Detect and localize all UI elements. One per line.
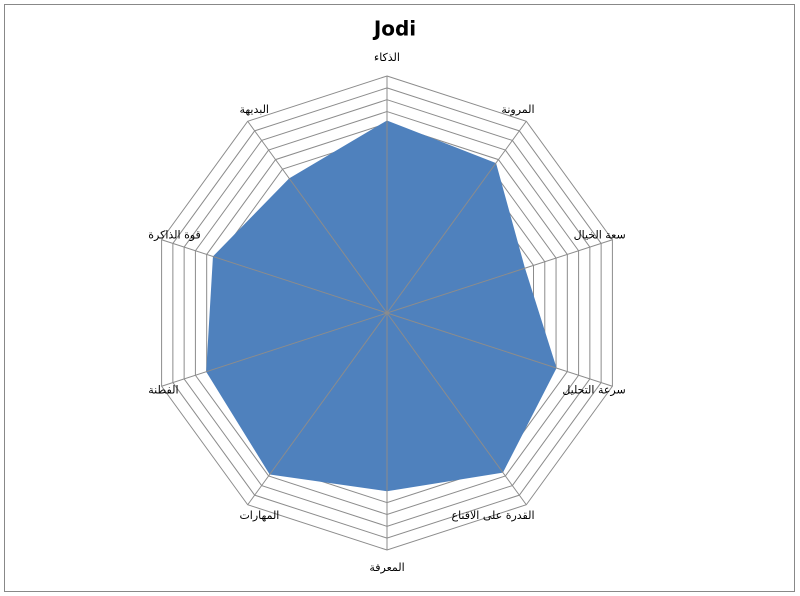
axis-label: الذكاء — [374, 51, 400, 64]
spoke — [386, 120, 527, 314]
spoke — [386, 239, 613, 314]
spoke — [247, 312, 388, 506]
labels: الذكاء المرونة سعة الخيال سرعة التحليل القدر… — [148, 51, 625, 574]
spoke — [247, 120, 388, 314]
axis-label: قوة الذاكرة — [148, 228, 201, 241]
spoke — [161, 239, 388, 314]
axis-label: البديهة — [239, 103, 269, 116]
axis-label: المهارات — [239, 509, 279, 522]
spoke — [386, 312, 613, 387]
spoke — [161, 312, 388, 387]
axis-label: القدرة على الاقناع — [452, 509, 535, 522]
axis-label: المرونة — [501, 103, 534, 116]
axis-label: سرعة التحليل — [562, 384, 625, 397]
chart-title: Jodi — [372, 17, 416, 41]
marks — [161, 76, 613, 550]
spoke — [386, 312, 527, 506]
axis-label: المعرفة — [369, 561, 404, 574]
axis-label: سعة الخيال — [574, 228, 626, 241]
axis-label: الفطنة — [148, 384, 178, 397]
